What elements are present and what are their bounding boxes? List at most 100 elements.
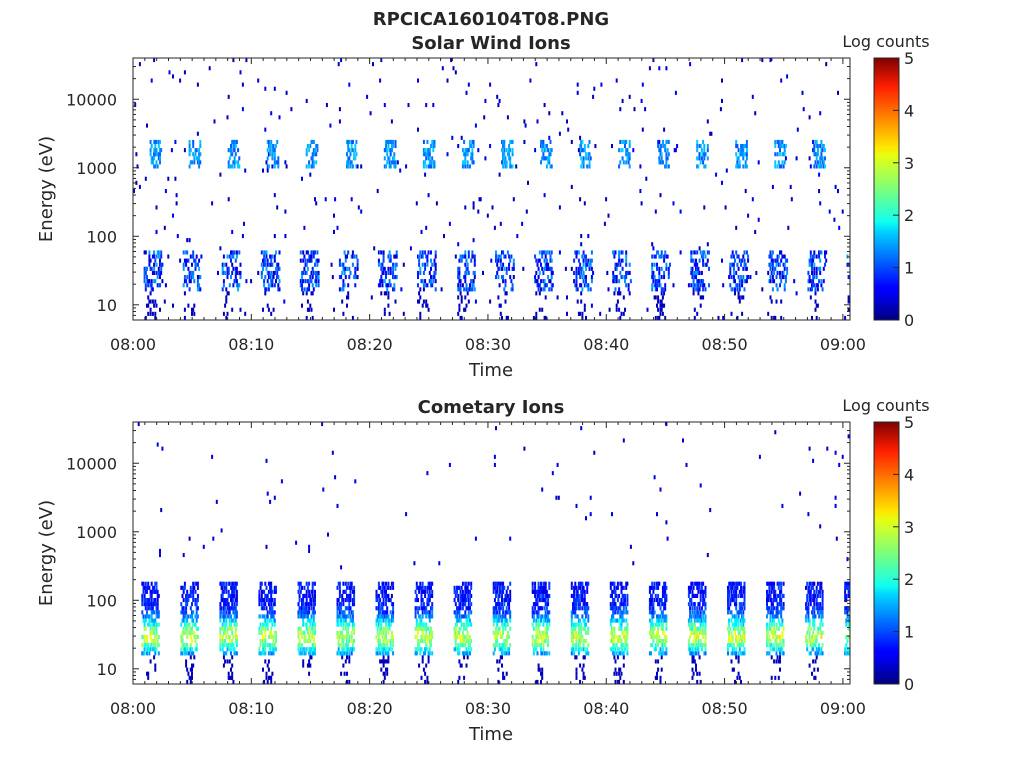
heatmap-cell <box>657 643 660 648</box>
heatmap-cell <box>159 307 161 312</box>
heatmap-cell <box>189 647 192 652</box>
heatmap-cell <box>531 622 534 627</box>
heatmap-cell <box>730 275 733 280</box>
heatmap-cell <box>575 630 578 635</box>
heatmap-cell <box>150 598 153 603</box>
heatmap-cell <box>422 589 425 594</box>
heatmap-cell <box>230 144 232 149</box>
heatmap-cell <box>198 287 201 292</box>
heatmap-cell <box>499 254 502 259</box>
heatmap-cell <box>702 160 705 165</box>
heatmap-cell <box>305 622 308 627</box>
heatmap-cell <box>625 585 628 590</box>
heatmap-cell <box>548 581 551 586</box>
heatmap-cell <box>348 585 351 590</box>
heatmap-cell <box>773 315 776 320</box>
heatmap-cell <box>235 254 238 259</box>
heatmap-cell <box>769 58 772 63</box>
heatmap-cell <box>585 254 587 259</box>
heatmap-cell <box>607 287 610 292</box>
heatmap-cell <box>219 634 222 639</box>
heatmap-cell <box>615 78 618 83</box>
heatmap-cell <box>338 275 341 280</box>
heatmap-cell <box>388 258 391 263</box>
heatmap-cell <box>696 614 699 619</box>
heatmap-cell <box>660 626 663 631</box>
heatmap-cell <box>575 593 578 598</box>
solar-wind-title: Solar Wind Ions <box>411 33 570 54</box>
heatmap-cell <box>304 593 307 598</box>
heatmap-cell <box>353 585 356 590</box>
heatmap-cell <box>394 139 397 144</box>
heatmap-cell <box>544 630 547 635</box>
heatmap-cell <box>693 626 696 631</box>
heatmap-cell <box>146 598 148 603</box>
heatmap-cell <box>141 593 144 598</box>
heatmap-cell <box>728 606 731 611</box>
heatmap-cell <box>154 639 157 644</box>
heatmap-cell <box>215 499 218 504</box>
heatmap-cell <box>776 593 779 598</box>
heatmap-cell <box>721 78 723 83</box>
heatmap-cell <box>731 250 734 255</box>
heatmap-cell <box>766 626 768 631</box>
heatmap-cell <box>272 639 275 644</box>
heatmap-cell <box>150 618 153 623</box>
heatmap-cell <box>815 275 818 280</box>
heatmap-cell <box>308 287 311 292</box>
heatmap-cell <box>196 598 199 603</box>
heatmap-cell <box>420 254 423 259</box>
heatmap-cell <box>501 647 503 652</box>
heatmap-cell <box>430 585 432 590</box>
heatmap-cell <box>154 602 157 607</box>
heatmap-cell <box>495 426 497 431</box>
heatmap-cell <box>148 254 151 259</box>
heatmap-cell <box>622 643 625 648</box>
heatmap-cell <box>652 246 655 251</box>
heatmap-cell <box>330 262 333 267</box>
heatmap-cell <box>420 229 423 234</box>
heatmap-cell <box>148 647 151 652</box>
heatmap-cell <box>428 614 431 619</box>
heatmap-cell <box>432 160 435 165</box>
heatmap-cell <box>454 254 457 259</box>
heatmap-cell <box>180 602 183 607</box>
heatmap-cell <box>626 651 629 656</box>
heatmap-cell <box>544 610 547 615</box>
heatmap-cell <box>428 647 431 652</box>
heatmap-cell <box>258 602 261 607</box>
heatmap-cell <box>821 156 824 161</box>
heatmap-cell <box>654 295 657 300</box>
heatmap-cell <box>346 651 348 656</box>
heatmap-cell <box>386 585 389 590</box>
heatmap-cell <box>186 238 189 243</box>
heatmap-cell <box>609 639 612 644</box>
heatmap-cell <box>613 250 616 255</box>
heatmap-cell <box>577 258 580 263</box>
heatmap-cell <box>532 589 535 594</box>
heatmap-cell <box>599 311 602 316</box>
heatmap-cell <box>770 581 773 586</box>
heatmap-cell <box>576 614 579 619</box>
heatmap-cell <box>770 606 773 611</box>
heatmap-cell <box>650 630 652 635</box>
heatmap-cell <box>648 602 651 607</box>
heatmap-cell <box>543 606 546 611</box>
heatmap-cell <box>275 250 277 255</box>
heatmap-cell <box>387 266 390 271</box>
heatmap-cell <box>621 98 624 103</box>
heatmap-cell <box>538 593 541 598</box>
heatmap-cell <box>263 262 266 267</box>
heatmap-cell <box>639 164 642 169</box>
heatmap-cell <box>310 139 313 144</box>
heatmap-cell <box>188 593 191 598</box>
heatmap-cell <box>278 279 281 284</box>
heatmap-cell <box>515 164 518 169</box>
heatmap-cell <box>233 651 236 656</box>
heatmap-cell <box>277 160 280 165</box>
heatmap-cell <box>510 254 513 259</box>
heatmap-cell <box>555 495 558 500</box>
heatmap-cell <box>189 655 192 660</box>
heatmap-cell <box>579 626 582 631</box>
heatmap-cell <box>620 275 623 280</box>
